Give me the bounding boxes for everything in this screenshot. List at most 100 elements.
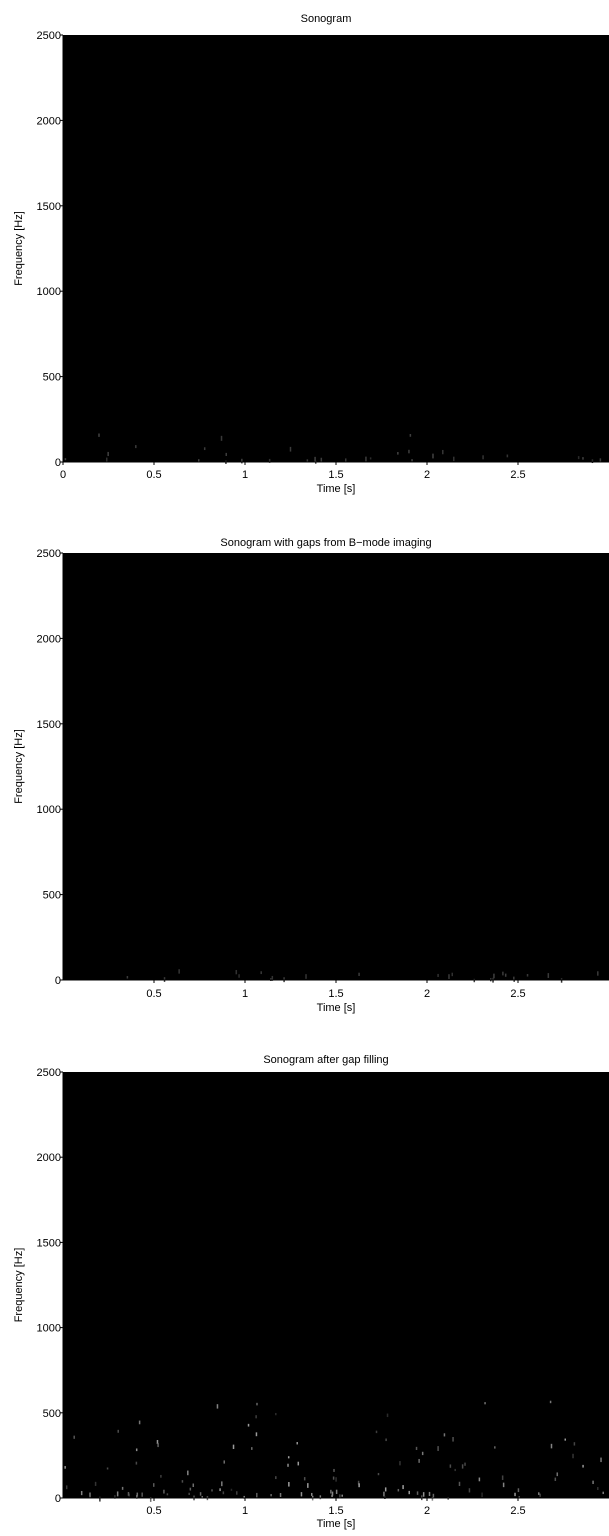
speckle xyxy=(556,1472,559,1477)
speckle xyxy=(599,458,602,463)
speckle xyxy=(271,975,274,981)
speckle xyxy=(288,1482,290,1487)
speckle xyxy=(303,1477,306,1481)
speckle xyxy=(592,1480,594,1485)
speckle xyxy=(468,1488,471,1493)
sonogram-image xyxy=(63,35,609,462)
speckle xyxy=(251,1447,253,1450)
x-tick-label: 1 xyxy=(242,988,248,1000)
y-tick-label: 500 xyxy=(43,1408,61,1420)
x-tick-label: 1 xyxy=(242,469,248,481)
speckle xyxy=(358,1483,360,1488)
speckle xyxy=(416,1491,419,1495)
speckle xyxy=(149,1497,152,1502)
speckle xyxy=(409,434,412,437)
speckle xyxy=(270,1494,272,1497)
speckle xyxy=(341,1494,343,1497)
y-axis-label: Frequency [Hz] xyxy=(13,729,25,804)
speckle xyxy=(464,1462,466,1466)
x-tick-label: 2 xyxy=(424,469,430,481)
speckle xyxy=(597,971,599,976)
speckle xyxy=(135,1461,138,1465)
speckle xyxy=(80,1490,83,1496)
x-tick-label: 2.5 xyxy=(510,988,525,1000)
sonogram-panel: Sonogram 0 500 1000 1500 2000 2500 0 0.5 1 1.5 2 2.5… xyxy=(0,0,609,510)
speckle xyxy=(537,1492,540,1495)
y-tick-label: 1500 xyxy=(37,719,61,731)
y-tick-label: 500 xyxy=(43,372,61,384)
speckle xyxy=(582,1464,584,1468)
x-axis-label: Time [s] xyxy=(317,1518,356,1530)
speckle xyxy=(418,1458,420,1463)
speckle xyxy=(481,1492,483,1498)
speckle xyxy=(65,1485,68,1490)
speckle xyxy=(386,1413,389,1418)
speckle xyxy=(332,1476,335,1480)
speckle xyxy=(331,1494,333,1498)
speckle xyxy=(494,1446,496,1449)
speckle xyxy=(539,1493,541,1497)
speckle xyxy=(255,1432,258,1437)
speckle xyxy=(513,979,515,982)
speckle xyxy=(135,445,137,449)
x-tick-label: 1.5 xyxy=(328,1505,343,1517)
speckle xyxy=(157,1442,159,1448)
speckle xyxy=(311,1492,313,1496)
speckle xyxy=(166,1493,169,1496)
speckle xyxy=(230,1488,233,1491)
speckle xyxy=(357,1480,360,1485)
speckle xyxy=(187,1470,189,1476)
speckle xyxy=(136,1492,139,1497)
speckle xyxy=(493,973,495,979)
speckle xyxy=(188,1492,190,1495)
speckle xyxy=(437,1446,439,1451)
speckle xyxy=(573,1442,576,1446)
speckle xyxy=(211,1489,213,1492)
speckle xyxy=(554,1477,557,1481)
speckle xyxy=(514,1492,516,1497)
speckle xyxy=(397,452,399,455)
speckle xyxy=(517,1488,520,1493)
speckle xyxy=(256,1492,258,1498)
y-tick-label: 1500 xyxy=(37,201,61,213)
speckle xyxy=(223,1460,226,1464)
speckle xyxy=(547,973,550,978)
speckle xyxy=(399,1461,401,1466)
chart-title: Sonogram after gap filling xyxy=(263,1054,388,1066)
speckle xyxy=(432,1493,435,1499)
y-tick-label: 1000 xyxy=(37,286,61,298)
x-tick-label: 2 xyxy=(424,1505,430,1517)
speckle xyxy=(453,456,455,462)
speckle xyxy=(600,1457,602,1463)
chart-title: Sonogram xyxy=(301,13,352,25)
speckle xyxy=(178,969,180,974)
speckle xyxy=(572,1453,574,1459)
speckle xyxy=(442,449,444,455)
speckle xyxy=(384,1487,387,1492)
y-tick-label: 1500 xyxy=(37,1237,61,1249)
speckle xyxy=(300,1492,303,1497)
y-tick-label: 2000 xyxy=(37,115,61,127)
y-axis-label: Frequency [Hz] xyxy=(13,211,25,286)
x-tick-label: 2.5 xyxy=(510,1505,525,1517)
x-tick-label: 2.5 xyxy=(510,469,525,481)
speckle xyxy=(156,1440,159,1444)
y-tick-label: 1000 xyxy=(37,804,61,816)
speckle xyxy=(385,1438,387,1442)
speckle xyxy=(241,458,243,464)
speckle xyxy=(506,454,509,458)
y-tick-label: 2500 xyxy=(37,30,61,42)
speckle xyxy=(279,1493,282,1497)
speckle xyxy=(73,1435,75,1439)
speckle xyxy=(152,1483,155,1487)
speckle xyxy=(114,1495,116,1499)
speckle xyxy=(296,1442,298,1445)
chart-title: Sonogram with gaps from B−mode imaging xyxy=(220,537,431,549)
speckle xyxy=(219,1488,221,1492)
speckle xyxy=(197,459,200,463)
y-tick-label: 2000 xyxy=(37,633,61,645)
speckle xyxy=(452,1437,454,1442)
speckle xyxy=(411,459,413,462)
